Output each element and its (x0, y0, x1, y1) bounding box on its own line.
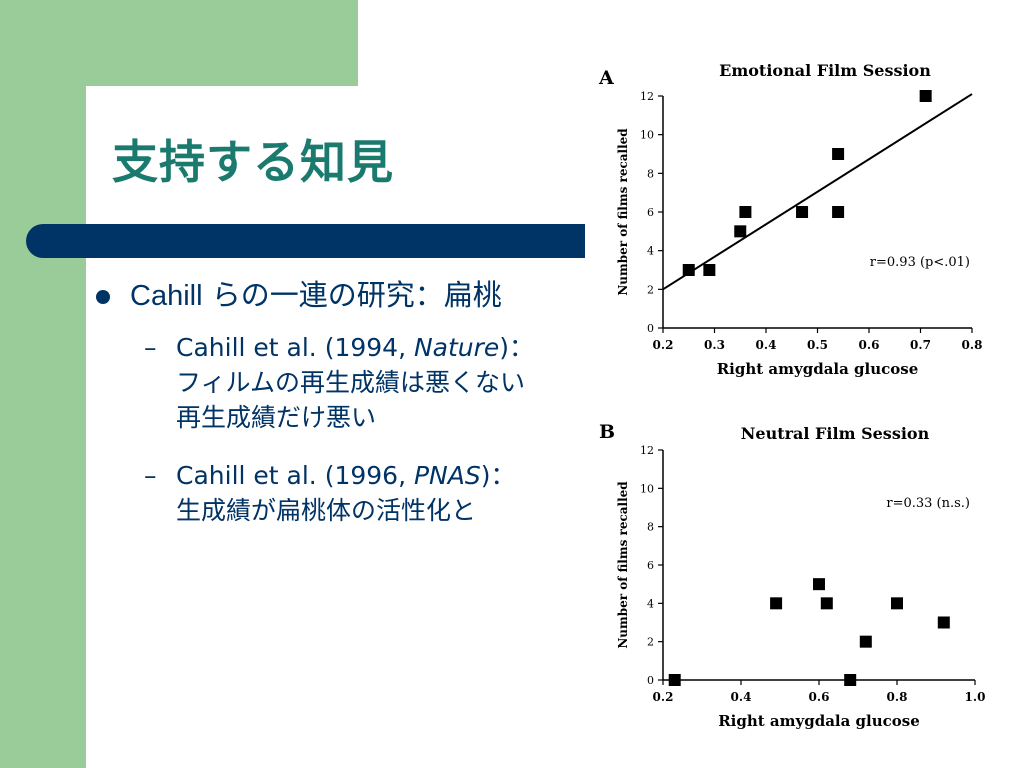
title-underline-bar (26, 224, 646, 258)
scatter-charts: A Emotional Film Session 0 2 4 6 8 10 12 0.2 0.3 0.… (598, 61, 986, 730)
subbullet-dash: – (144, 461, 157, 490)
y-tick-label: 4 (647, 597, 654, 610)
data-point (832, 206, 845, 218)
subbullet-1996: – Cahill et al. (1996, PNAS)： 生成績が扁桃体の活性化… (144, 458, 515, 528)
bullet-text-prefix: Cahill (130, 280, 203, 312)
y-tick-label: 2 (647, 283, 654, 296)
regression-line (662, 93, 973, 291)
y-tick-label: 12 (640, 444, 654, 457)
subbullet-line: 再生成績だけ悪い (176, 403, 377, 432)
chart-title: Neutral Film Session (741, 424, 930, 443)
subbullet-line: フィルムの再生成績は悪くない (176, 368, 526, 397)
x-tick-label: 0.6 (859, 338, 880, 352)
data-point (820, 597, 833, 610)
journal-name: PNAS (413, 461, 481, 490)
y-tick-label: 10 (640, 482, 654, 495)
x-tick-label: 0.4 (756, 338, 777, 352)
x-tick-label: 0.2 (653, 338, 674, 352)
correlation-annotation: r=0.33 (n.s.) (886, 496, 970, 511)
main-bullet: Cahill らの一連の研究：扁桃 (96, 272, 502, 314)
y-tick-label: 2 (647, 636, 654, 649)
correlation-annotation: r=0.93 (p<.01) (870, 255, 970, 270)
slide-title: 支持する知見 (112, 135, 394, 189)
data-point (682, 264, 695, 276)
y-tick-label: 0 (647, 322, 654, 335)
y-axis-label: Number of films recalled (616, 481, 630, 649)
subbullet-1994: – Cahill et al. (1994, Nature)： フィルムの再生成績… (144, 330, 534, 435)
panel-label: B (599, 421, 615, 443)
chart-title: Emotional Film Session (719, 61, 931, 80)
y-tick-label: 8 (647, 521, 654, 534)
x-tick-label: 0.5 (807, 338, 828, 352)
x-tick-label: 0.2 (653, 690, 674, 704)
x-tick-label: 0.8 (887, 690, 908, 704)
y-tick-label: 10 (640, 129, 654, 142)
x-tick-label: 0.8 (962, 338, 983, 352)
data-point (937, 616, 950, 629)
y-tick-label: 4 (647, 245, 654, 258)
y-tick-label: 12 (640, 90, 654, 103)
y-axis-label: Number of films recalled (616, 128, 630, 296)
x-tick-label: 1.0 (965, 690, 986, 704)
x-tick-label: 0.4 (731, 690, 752, 704)
data-point (668, 674, 681, 686)
data-point (703, 264, 716, 276)
data-point (832, 148, 845, 160)
citation-post: )： (480, 461, 516, 490)
data-point (813, 578, 825, 591)
background-white-corner (86, 86, 358, 226)
data-point (770, 597, 783, 610)
y-tick-label: 6 (647, 206, 654, 219)
chart-panel: A Emotional Film Session 0 2 4 6 8 10 12 0.2 0.3 0.… (585, 58, 1015, 763)
x-tick-label: 0.3 (704, 338, 725, 352)
citation-pre: Cahill et al. (1996, (176, 461, 414, 490)
y-tick-label: 8 (647, 167, 654, 180)
subbullet-dash: – (144, 333, 157, 362)
x-axis-label: Right amygdala glucose (717, 360, 919, 378)
data-point (796, 206, 809, 218)
x-axis-label: Right amygdala glucose (718, 712, 920, 730)
data-point (734, 225, 747, 238)
background-green-top (86, 0, 358, 86)
x-tick-label: 0.7 (910, 338, 931, 352)
citation-post: )： (499, 333, 535, 362)
background-green-left (0, 0, 86, 768)
bullet-text-rest: らの一連の研究：扁桃 (202, 278, 502, 312)
y-tick-label: 6 (647, 559, 654, 572)
x-tick-label: 0.6 (809, 690, 830, 704)
data-point (739, 206, 752, 218)
data-point (859, 635, 872, 648)
data-point (891, 597, 903, 610)
citation-pre: Cahill et al. (1994, (176, 333, 414, 362)
bullet-dot-icon (96, 290, 110, 305)
data-point (919, 90, 932, 102)
subbullet-line: 生成績が扁桃体の活性化と (176, 496, 477, 525)
data-point (844, 674, 857, 686)
journal-name: Nature (413, 333, 500, 362)
panel-label: A (598, 67, 614, 89)
y-tick-label: 0 (647, 674, 654, 687)
